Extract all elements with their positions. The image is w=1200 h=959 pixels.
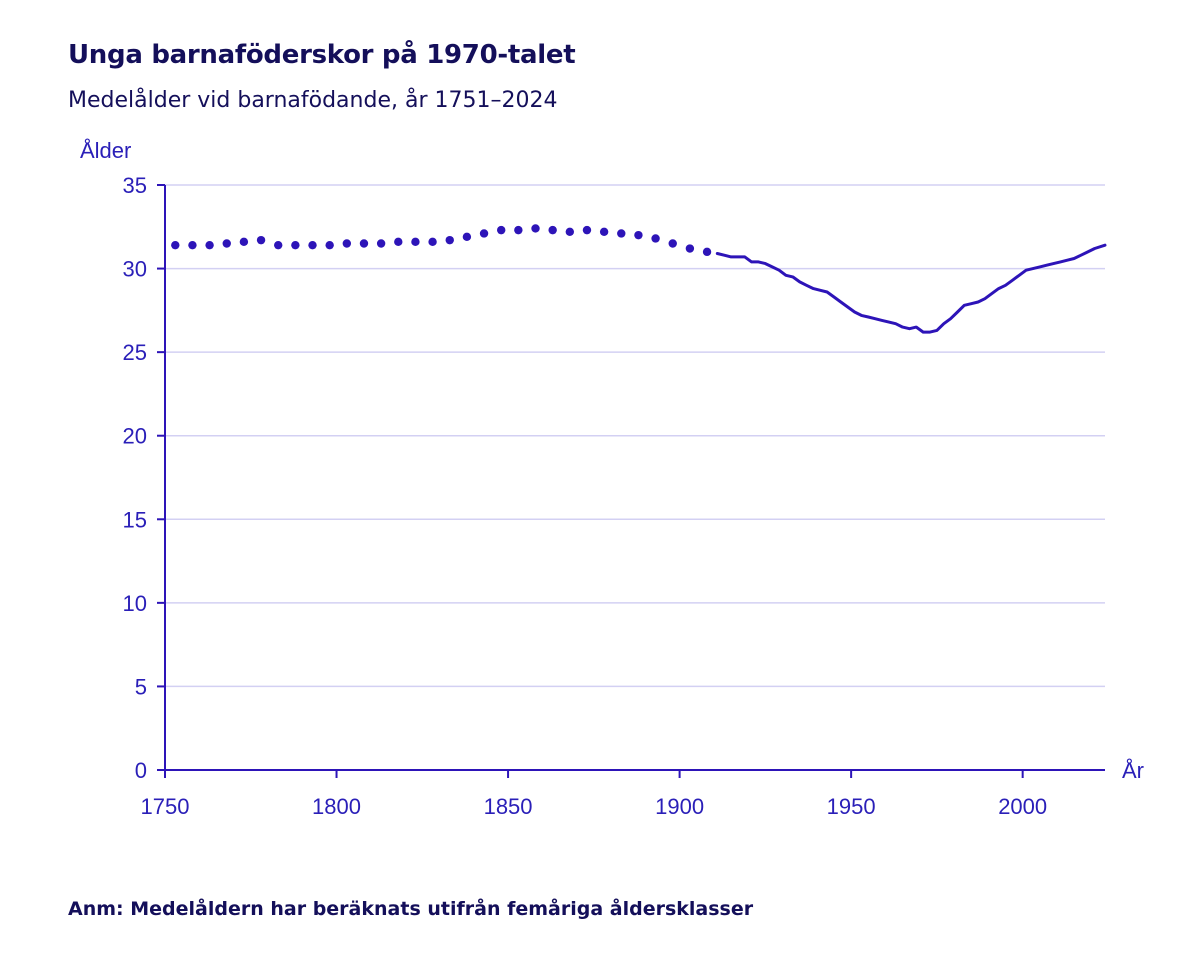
data-point: [651, 234, 660, 243]
y-tick-label: 5: [135, 674, 147, 699]
data-point: [376, 239, 386, 248]
data-point: [394, 237, 403, 247]
data-point: [291, 240, 300, 250]
y-tick-label: 10: [123, 591, 147, 616]
data-point: [685, 244, 695, 253]
series-dotted: [171, 224, 712, 257]
x-tick-label: 1750: [141, 794, 190, 819]
y-tick-label: 35: [123, 173, 147, 198]
y-tick-label: 0: [135, 758, 147, 783]
data-point: [256, 235, 266, 245]
data-point: [582, 225, 592, 235]
data-point: [548, 225, 557, 235]
series-layer: [171, 224, 1107, 334]
data-point: [205, 240, 214, 250]
data-point: [445, 235, 454, 245]
data-point: [171, 240, 180, 250]
x-tick-label: 1900: [655, 794, 704, 819]
x-tick-label: 1850: [484, 794, 533, 819]
data-point: [342, 239, 352, 248]
axes: [157, 184, 1105, 778]
x-tick-label: 1950: [827, 794, 876, 819]
data-point: [702, 247, 712, 257]
y-tick-labels: 0 5 10 15 20 25 30 35: [123, 173, 147, 783]
data-point: [531, 224, 540, 233]
y-axis-label: Ålder: [80, 138, 131, 163]
data-point: [428, 237, 437, 247]
data-point: [599, 227, 609, 236]
y-tick-label: 30: [123, 257, 147, 282]
data-point: [462, 232, 472, 242]
data-point: [497, 225, 506, 235]
data-point: [325, 240, 334, 250]
x-axis-label: År: [1122, 758, 1144, 783]
grid-lines: [165, 184, 1105, 688]
y-tick-label: 15: [123, 507, 147, 532]
data-point: [239, 237, 249, 247]
footnote: Anm: Medelåldern har beräknats utifrån f…: [68, 898, 754, 920]
series-line: [715, 243, 1107, 334]
data-point: [188, 240, 197, 250]
x-tick-label: 1800: [312, 794, 361, 819]
data-point: [308, 240, 317, 250]
data-point: [668, 239, 677, 248]
y-tick-label: 20: [123, 424, 147, 449]
data-point: [565, 227, 575, 236]
chart-subtitle: Medelålder vid barnafödande, år 1751–202…: [68, 88, 558, 113]
data-point: [514, 225, 523, 235]
x-tick-labels: 1750 1800 1850 1900 1950 2000: [141, 794, 1048, 819]
data-point: [274, 240, 283, 250]
data-point: [634, 230, 643, 240]
data-point: [222, 239, 231, 248]
data-point: [411, 237, 420, 247]
x-tick-label: 2000: [998, 794, 1047, 819]
chart-title: Unga barnaföderskor på 1970-talet: [68, 40, 576, 70]
y-tick-label: 25: [123, 340, 147, 365]
data-point: [617, 229, 626, 238]
data-point: [359, 239, 369, 248]
data-point: [479, 229, 489, 238]
